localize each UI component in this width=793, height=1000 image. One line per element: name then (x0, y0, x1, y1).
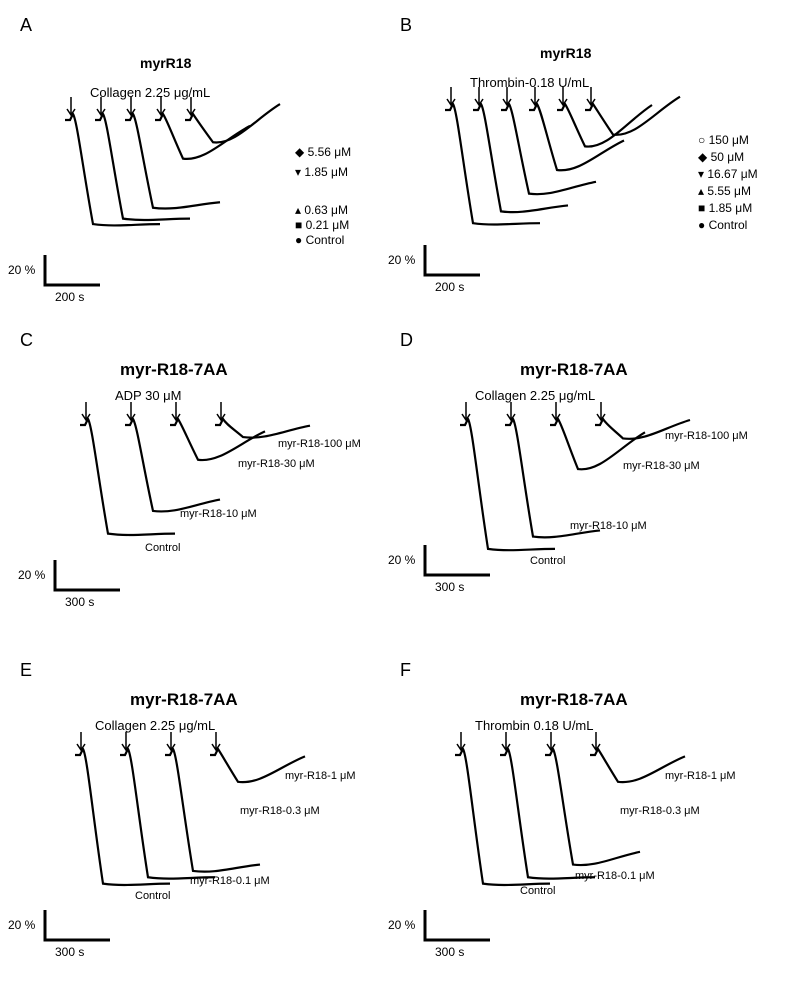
panel-f-curvelabel-2: myr-R18-0.3 μM (620, 805, 700, 817)
panel-e-scale-x: 300 s (55, 945, 84, 959)
panel-d-curvelabel-2: myr-R18-30 μM (623, 460, 700, 472)
panel-c-title: myr-R18-7AA (120, 360, 228, 380)
panel-f-label: F (400, 660, 411, 681)
panel-f-scale-y: 20 % (388, 918, 415, 932)
panel-f-title: myr-R18-7AA (520, 690, 628, 710)
panel-b-legend-0: ○ 150 μM (698, 133, 749, 147)
panel-c-curvelabel-3: myr-R18-100 μM (278, 438, 361, 450)
panel-e-scale-y: 20 % (8, 918, 35, 932)
panel-d-label: D (400, 330, 413, 351)
panel-a-legend-4: ● Control (295, 233, 344, 247)
panel-b-scale-y: 20 % (388, 253, 415, 267)
panel-c: C myr-R18-7AA ADP 30 μM myr-R18-100 μM m… (20, 330, 400, 630)
panel-a-legend-1: ▾ 1.85 μM (295, 165, 348, 179)
panel-e-title: myr-R18-7AA (130, 690, 238, 710)
panel-c-curvelabel-0: Control (145, 542, 180, 554)
panel-c-scale-x: 300 s (65, 595, 94, 609)
panel-c-chart (20, 385, 400, 585)
panel-f-curvelabel-0: Control (520, 885, 555, 897)
panel-e: E myr-R18-7AA Collagen 2.25 μg/mL myr-R1… (20, 660, 400, 980)
panel-e-label: E (20, 660, 32, 681)
panel-f-scale-x: 300 s (435, 945, 464, 959)
panel-a: A myrR18 Collagen 2.25 μg/mL ◆ 5.56 μM ▾… (20, 15, 400, 305)
panel-d-curvelabel-0: Control (530, 555, 565, 567)
panel-b-title: myrR18 (540, 45, 591, 61)
panel-c-label: C (20, 330, 33, 351)
panel-a-scale-x: 200 s (55, 290, 84, 304)
panel-f-curvelabel-1: myr-R18-0.1 μM (575, 870, 655, 882)
panel-b-chart (400, 65, 790, 265)
panel-f: F myr-R18-7AA Thrombin 0.18 U/mL myr-R18… (400, 660, 790, 980)
panel-a-title: myrR18 (140, 55, 191, 71)
panel-b-legend-2: ▾ 16.67 μM (698, 167, 758, 181)
panel-e-curvelabel-3: myr-R18-1 μM (285, 770, 356, 782)
panel-d: D myr-R18-7AA Collagen 2.25 μg/mL myr-R1… (400, 330, 790, 630)
panel-d-scale-x: 300 s (435, 580, 464, 594)
panel-e-curvelabel-0: Control (135, 890, 170, 902)
panel-e-curvelabel-2: myr-R18-0.3 μM (240, 805, 320, 817)
panel-b-legend-1: ◆ 50 μM (698, 150, 744, 164)
panel-b: B myrR18 Thrombin-0.18 U/mL ○ 150 μM ◆ 5… (400, 15, 790, 305)
panel-b-legend-3: ▴ 5.55 μM (698, 184, 751, 198)
panel-a-legend-3: ■ 0.21 μM (295, 218, 349, 232)
panel-b-legend-4: ■ 1.85 μM (698, 201, 752, 215)
panel-f-curvelabel-3: myr-R18-1 μM (665, 770, 736, 782)
panel-a-scale-y: 20 % (8, 263, 35, 277)
panel-c-scale-y: 20 % (18, 568, 45, 582)
panel-d-scale-y: 20 % (388, 553, 415, 567)
panel-b-scale-x: 200 s (435, 280, 464, 294)
panel-e-curvelabel-1: myr-R18-0.1 μM (190, 875, 270, 887)
panel-b-legend-5: ● Control (698, 218, 747, 232)
panel-d-title: myr-R18-7AA (520, 360, 628, 380)
panel-d-curvelabel-1: myr-R18-10 μM (570, 520, 647, 532)
panel-c-curvelabel-1: myr-R18-10 μM (180, 508, 257, 520)
panel-f-chart (400, 715, 790, 935)
panel-a-legend-0: ◆ 5.56 μM (295, 145, 351, 159)
panel-a-label: A (20, 15, 32, 36)
panel-a-legend-2: ▴ 0.63 μM (295, 203, 348, 217)
panel-c-curvelabel-2: myr-R18-30 μM (238, 458, 315, 470)
panel-b-label: B (400, 15, 412, 36)
panel-d-curvelabel-3: myr-R18-100 μM (665, 430, 748, 442)
panel-e-chart (20, 715, 400, 935)
